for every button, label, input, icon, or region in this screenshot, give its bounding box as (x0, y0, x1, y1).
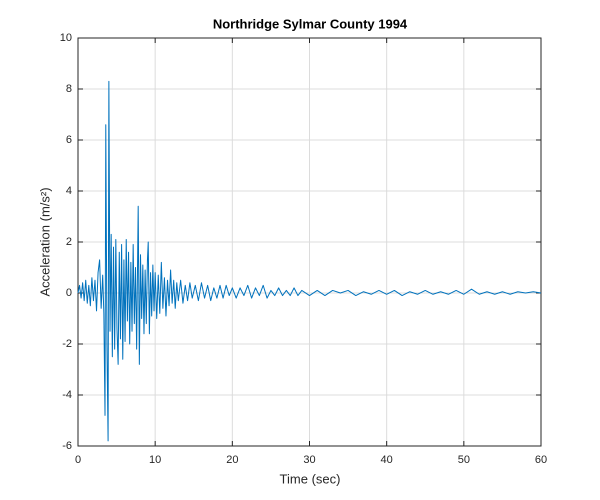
x-tick-label: 30 (303, 454, 315, 466)
y-tick-label: -2 (62, 338, 72, 350)
y-tick-label: 4 (66, 185, 72, 197)
y-tick-label: 8 (66, 83, 72, 95)
y-tick-label: 10 (60, 32, 72, 44)
y-tick-label: 0 (66, 287, 72, 299)
x-tick-label: 20 (226, 454, 238, 466)
x-tick-label: 0 (75, 454, 81, 466)
y-tick-label: 2 (66, 236, 72, 248)
x-tick-label: 50 (458, 454, 470, 466)
y-axis-label: Acceleration (m/s²) (37, 187, 52, 296)
data-line (77, 80, 542, 442)
x-tick-label: 40 (381, 454, 393, 466)
y-tick-label: -4 (62, 389, 72, 401)
x-tick-label: 10 (149, 454, 161, 466)
y-tick-label: 6 (66, 134, 72, 146)
x-axis-label: Time (sec) (280, 471, 341, 486)
chart-title: Northridge Sylmar County 1994 (213, 16, 408, 31)
x-tick-label: 60 (535, 454, 547, 466)
axes-box (77, 37, 542, 447)
y-tick-label: -6 (62, 440, 72, 452)
